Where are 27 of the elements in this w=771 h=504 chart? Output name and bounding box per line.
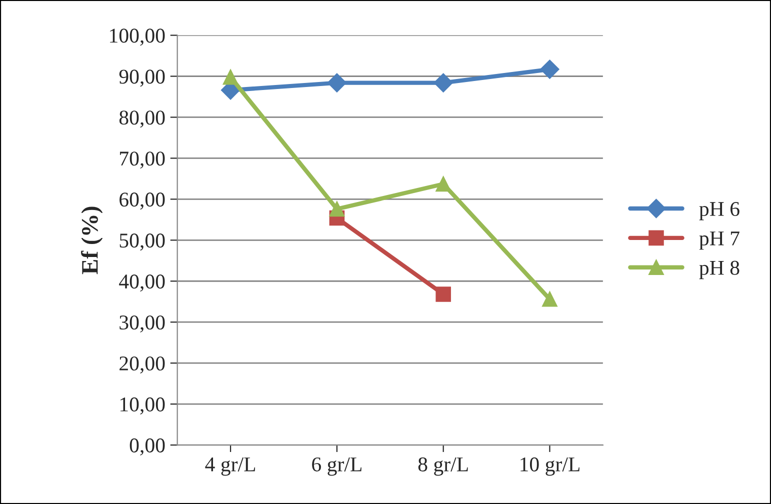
- y-tick-label: 100,00: [110, 28, 165, 46]
- y-tick-label: 80,00: [119, 110, 165, 128]
- legend-label: pH 6: [699, 202, 740, 220]
- point: [540, 60, 560, 79]
- point: [327, 73, 346, 92]
- y-tick-label: 0,00: [130, 438, 165, 456]
- legend-label: pH 8: [699, 260, 740, 280]
- point: [329, 201, 345, 217]
- point: [436, 176, 451, 192]
- point: [434, 73, 453, 92]
- x-tick-label: 4 gr/L: [205, 458, 256, 476]
- y-tick-label: 90,00: [119, 70, 165, 87]
- point: [542, 292, 558, 307]
- y-axis-title: Ef (%): [81, 206, 103, 274]
- y-tick-label: 30,00: [120, 315, 165, 333]
- x-tick-label: 8 gr/L: [418, 457, 468, 476]
- y-tick-label: 10,00: [120, 397, 165, 414]
- point: [436, 286, 451, 302]
- y-tick-label: 50,00: [120, 234, 165, 251]
- y-tick-label: 40,00: [119, 274, 165, 292]
- x-tick-label: 10 gr/L: [520, 457, 580, 476]
- point: [222, 69, 238, 85]
- y-tick-label: 70,00: [120, 152, 165, 169]
- x-tick-label: 6 gr/L: [312, 457, 362, 476]
- y-tick-label: 60,00: [120, 192, 165, 210]
- legend-label: pH 7: [699, 232, 740, 250]
- y-tick-label: 20,00: [120, 356, 165, 374]
